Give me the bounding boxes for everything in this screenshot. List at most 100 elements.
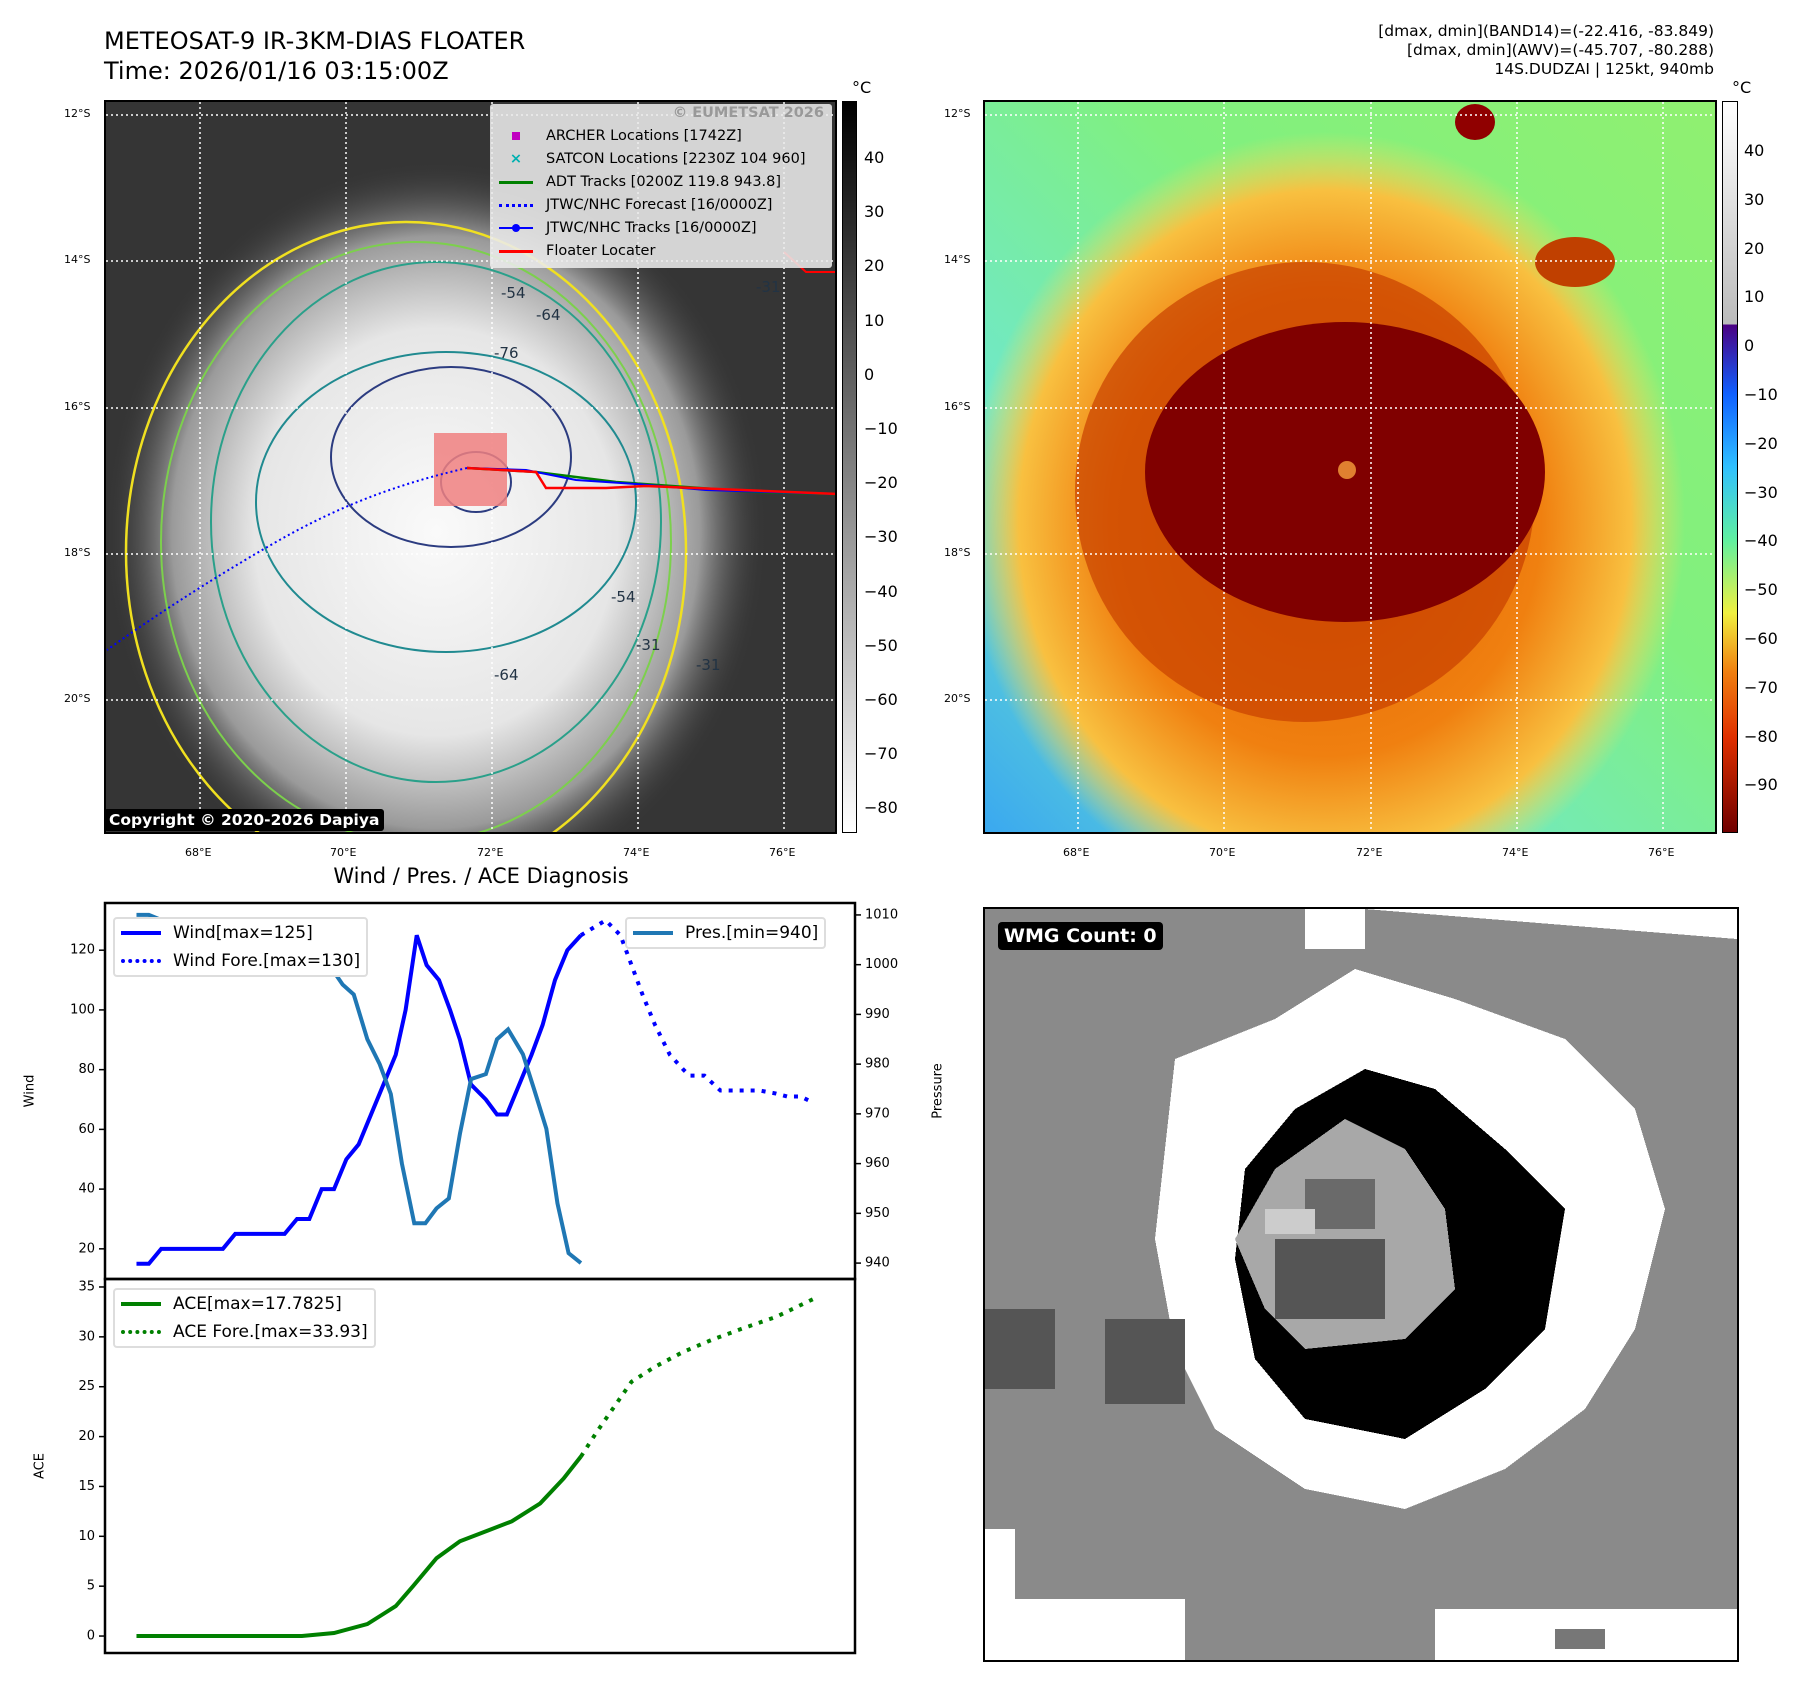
- ace-line-1: [579, 1296, 817, 1458]
- legend-adt: ADT Tracks [0200Z 119.8 943.8]: [498, 171, 781, 193]
- dot-line-icon: [498, 221, 534, 235]
- ytick-label: 100: [70, 1002, 95, 1017]
- colorbar-tick: 10: [1744, 287, 1765, 307]
- y2tick-label: 970: [865, 1106, 890, 1121]
- lon-label: 76°E: [769, 846, 796, 859]
- chart-title: Wind / Pres. / ACE Diagnosis: [333, 864, 629, 888]
- y2tick-label: 990: [865, 1007, 890, 1022]
- legend-label: ACE[max=17.7825]: [173, 1294, 342, 1314]
- square-marker-icon: [498, 129, 534, 143]
- colorbar-tick: −60: [864, 690, 898, 709]
- storm-summary: 14S.DUDZAI | 125kt, 940mb: [1494, 60, 1714, 78]
- lon-label: 74°E: [1502, 846, 1529, 859]
- diagnosis-chart: 2040608010012094095096097098099010001010…: [23, 901, 946, 1655]
- contour-label: -54: [611, 588, 636, 606]
- ace-axes-frame: [103, 1277, 857, 1655]
- legend-label: ARCHER Locations [1742Z]: [546, 128, 742, 144]
- lat-label: 20°S: [944, 692, 971, 705]
- time-label: Time: 2026/01/16 03:15:00Z: [104, 57, 449, 85]
- ytick-label: 20: [78, 1429, 95, 1444]
- colorbar-tick: −70: [864, 744, 898, 764]
- satellite-title: METEOSAT-9 IR-3KM-DIAS FLOATER: [104, 27, 526, 55]
- watermark: © EUMETSAT 2026: [672, 105, 824, 121]
- pressure-legend: Pres.[min=940]: [625, 917, 827, 949]
- ytick-label: 25: [78, 1379, 95, 1394]
- colorbar-tick: −40: [1744, 531, 1778, 551]
- copyright-badge: Copyright © 2020-2026 Dapiya: [104, 809, 385, 831]
- dotted-line-icon: [121, 959, 161, 963]
- legend-label: SATCON Locations [2230Z 104 960]: [546, 151, 806, 167]
- ytick-label: 40: [78, 1182, 95, 1197]
- lat-label: 20°S: [64, 692, 91, 705]
- wmg-image: [985, 909, 1737, 1660]
- y2tick-label: 940: [865, 1256, 890, 1271]
- wmg-panel: [983, 907, 1739, 1662]
- colorbar-tick: 20: [864, 256, 885, 276]
- contour-label: -76: [494, 344, 519, 362]
- colorbar-unit: °C: [852, 78, 872, 97]
- legend-ace-forecast: ACE Fore.[max=33.93]: [115, 1318, 374, 1346]
- map-legend: © EUMETSAT 2026 ARCHER Locations [1742Z]…: [490, 104, 832, 268]
- legend-forecast: JTWC/NHC Forecast [16/0000Z]: [498, 194, 772, 216]
- contour-label: -54: [501, 284, 526, 302]
- colorbar-tick: 40: [1744, 141, 1765, 160]
- ytick-label: 20: [78, 1241, 95, 1256]
- ytick-label: 10: [78, 1529, 95, 1544]
- colorbar-tick: 0: [1744, 336, 1755, 356]
- line-icon: [121, 931, 161, 935]
- wind-axis-label: Wind: [23, 1075, 38, 1108]
- ir-colorbar: [842, 101, 857, 833]
- graticule: [106, 102, 835, 832]
- colorbar-tick: −40: [864, 581, 898, 601]
- ytick-label: 30: [78, 1329, 95, 1344]
- contour-labels: -76 -64 -54 -64 -54 -31 -31 -31: [494, 278, 781, 684]
- legend-label: JTWC/NHC Forecast [16/0000Z]: [546, 197, 773, 213]
- ytick-label: 15: [78, 1479, 95, 1494]
- colorbar-tick: −90: [1744, 775, 1778, 795]
- lon-label: 72°E: [1356, 846, 1383, 859]
- legend-pressure: Pres.[min=940]: [627, 919, 824, 947]
- colorbar-tick: −80: [864, 798, 898, 818]
- legend-label: ADT Tracks [0200Z 119.8 943.8]: [546, 174, 782, 190]
- lon-label: 70°E: [330, 846, 357, 859]
- colorbar-tick: 30: [1744, 189, 1765, 209]
- lon-label: 70°E: [1209, 846, 1236, 859]
- ace-axis-label: ACE: [33, 1453, 48, 1479]
- ir-map-image: -76 -64 -54 -64 -54 -31 -31 -31: [106, 102, 835, 832]
- line-icon: [121, 1302, 161, 1306]
- ir-map-panel: -76 -64 -54 -64 -54 -31 -31 -31: [104, 100, 837, 834]
- lat-label: 14°S: [64, 253, 91, 266]
- pressure-axis-label: Pressure: [931, 1063, 946, 1119]
- line-icon: [498, 244, 534, 258]
- figure-title: METEOSAT-9 IR-3KM-DIAS FLOATER Time: 202…: [104, 26, 525, 86]
- y2tick-label: 960: [865, 1156, 890, 1171]
- legend-jtwc: JTWC/NHC Tracks [16/0000Z]: [498, 217, 757, 239]
- wind-legend: Wind[max=125] Wind Fore.[max=130]: [113, 917, 369, 977]
- legend-archer: ARCHER Locations [1742Z]: [498, 125, 742, 147]
- colorbar-tick: −80: [1744, 726, 1778, 746]
- wmg-count-badge: WMG Count: 0: [998, 922, 1163, 950]
- dotted-line-icon: [121, 1330, 161, 1334]
- contour-label: -31: [756, 278, 781, 296]
- colorbar-tick: −30: [1744, 482, 1778, 502]
- lon-label: 68°E: [185, 846, 212, 859]
- legend-label: JTWC/NHC Tracks [16/0000Z]: [546, 220, 757, 236]
- awv-map-image: [985, 102, 1715, 832]
- y2tick-label: 980: [865, 1057, 890, 1072]
- legend-wind-forecast: Wind Fore.[max=130]: [115, 947, 366, 975]
- y2tick-label: 1010: [865, 907, 898, 922]
- colorbar-tick: −10: [864, 419, 898, 438]
- colorbar-tick: −20: [864, 473, 898, 493]
- lat-label: 18°S: [64, 546, 91, 559]
- colorbar-tick: −10: [1744, 385, 1778, 404]
- contour-label: -64: [494, 666, 519, 684]
- colorbar-tick: 0: [864, 364, 875, 384]
- colorbar-tick: −50: [864, 635, 898, 655]
- lon-label: 76°E: [1648, 846, 1675, 859]
- ytick-label: 80: [78, 1062, 95, 1077]
- colorbar-tick: 10: [864, 310, 885, 330]
- legend-satcon: × SATCON Locations [2230Z 104 960]: [498, 148, 806, 170]
- colorbar-tick: 40: [864, 148, 885, 167]
- lat-label: 12°S: [944, 107, 971, 120]
